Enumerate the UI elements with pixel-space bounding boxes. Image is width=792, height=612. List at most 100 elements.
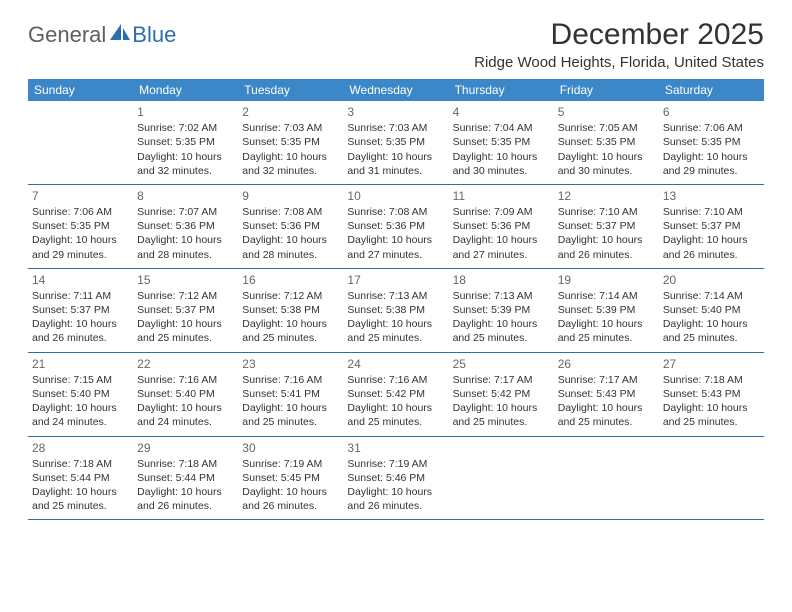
day-info-line: Sunrise: 7:18 AM <box>663 373 760 387</box>
day-cell: 13Sunrise: 7:10 AMSunset: 5:37 PMDayligh… <box>659 185 764 268</box>
week-row: 28Sunrise: 7:18 AMSunset: 5:44 PMDayligh… <box>28 437 764 521</box>
day-cell: 30Sunrise: 7:19 AMSunset: 5:45 PMDayligh… <box>238 437 343 520</box>
day-header-row: SundayMondayTuesdayWednesdayThursdayFrid… <box>28 79 764 101</box>
day-info-line: and 25 minutes. <box>242 415 339 429</box>
day-info-line: Daylight: 10 hours <box>453 401 550 415</box>
day-info-line: Daylight: 10 hours <box>242 233 339 247</box>
day-cell: 26Sunrise: 7:17 AMSunset: 5:43 PMDayligh… <box>554 353 659 436</box>
day-cell <box>449 437 554 520</box>
logo-text-general: General <box>28 22 106 48</box>
day-cell <box>554 437 659 520</box>
day-info-line: Daylight: 10 hours <box>137 150 234 164</box>
day-info-line: Daylight: 10 hours <box>242 485 339 499</box>
day-number: 6 <box>663 104 760 120</box>
day-info-line: Daylight: 10 hours <box>32 401 129 415</box>
day-info-line: and 30 minutes. <box>453 164 550 178</box>
day-info-line: Daylight: 10 hours <box>347 150 444 164</box>
day-cell: 5Sunrise: 7:05 AMSunset: 5:35 PMDaylight… <box>554 101 659 184</box>
day-info-line: Sunset: 5:42 PM <box>453 387 550 401</box>
day-cell <box>659 437 764 520</box>
day-info-line: and 26 minutes. <box>32 331 129 345</box>
day-info-line: and 26 minutes. <box>663 248 760 262</box>
day-number: 23 <box>242 356 339 372</box>
location-text: Ridge Wood Heights, Florida, United Stat… <box>474 54 764 71</box>
day-info-line: Daylight: 10 hours <box>242 401 339 415</box>
day-info-line: and 26 minutes. <box>242 499 339 513</box>
day-info-line: Daylight: 10 hours <box>32 485 129 499</box>
day-info-line: Sunrise: 7:06 AM <box>32 205 129 219</box>
day-info-line: Sunset: 5:36 PM <box>453 219 550 233</box>
day-cell: 14Sunrise: 7:11 AMSunset: 5:37 PMDayligh… <box>28 269 133 352</box>
day-cell: 15Sunrise: 7:12 AMSunset: 5:37 PMDayligh… <box>133 269 238 352</box>
day-info-line: Sunrise: 7:08 AM <box>242 205 339 219</box>
day-info-line: Sunrise: 7:18 AM <box>137 457 234 471</box>
day-cell: 10Sunrise: 7:08 AMSunset: 5:36 PMDayligh… <box>343 185 448 268</box>
day-info-line: Daylight: 10 hours <box>137 485 234 499</box>
day-info-line: and 26 minutes. <box>558 248 655 262</box>
day-info-line: and 25 minutes. <box>347 331 444 345</box>
logo: General Blue <box>28 18 176 48</box>
day-info-line: Sunrise: 7:18 AM <box>32 457 129 471</box>
day-number: 2 <box>242 104 339 120</box>
day-info-line: Sunset: 5:37 PM <box>32 303 129 317</box>
day-info-line: Sunrise: 7:10 AM <box>663 205 760 219</box>
day-info-line: and 30 minutes. <box>558 164 655 178</box>
day-cell: 24Sunrise: 7:16 AMSunset: 5:42 PMDayligh… <box>343 353 448 436</box>
day-info-line: Sunset: 5:44 PM <box>32 471 129 485</box>
day-cell: 25Sunrise: 7:17 AMSunset: 5:42 PMDayligh… <box>449 353 554 436</box>
calendar-grid: SundayMondayTuesdayWednesdayThursdayFrid… <box>28 79 764 520</box>
day-number: 10 <box>347 188 444 204</box>
day-number: 25 <box>453 356 550 372</box>
day-info-line: Sunset: 5:43 PM <box>663 387 760 401</box>
logo-sail-icon <box>110 24 130 47</box>
day-info-line: Daylight: 10 hours <box>663 233 760 247</box>
day-info-line: Sunset: 5:37 PM <box>558 219 655 233</box>
day-info-line: Sunset: 5:44 PM <box>137 471 234 485</box>
day-info-line: Sunset: 5:35 PM <box>347 135 444 149</box>
day-cell: 19Sunrise: 7:14 AMSunset: 5:39 PMDayligh… <box>554 269 659 352</box>
day-info-line: Sunset: 5:35 PM <box>558 135 655 149</box>
day-info-line: Sunrise: 7:16 AM <box>347 373 444 387</box>
day-info-line: Daylight: 10 hours <box>453 233 550 247</box>
day-info-line: Sunset: 5:36 PM <box>347 219 444 233</box>
day-info-line: Daylight: 10 hours <box>558 150 655 164</box>
day-number: 13 <box>663 188 760 204</box>
day-number: 11 <box>453 188 550 204</box>
day-info-line: Daylight: 10 hours <box>137 317 234 331</box>
day-info-line: Sunrise: 7:03 AM <box>242 121 339 135</box>
day-cell: 1Sunrise: 7:02 AMSunset: 5:35 PMDaylight… <box>133 101 238 184</box>
month-title: December 2025 <box>474 18 764 52</box>
day-info-line: Daylight: 10 hours <box>558 401 655 415</box>
day-cell <box>28 101 133 184</box>
day-header: Friday <box>554 79 659 101</box>
header: General Blue December 2025 Ridge Wood He… <box>28 18 764 71</box>
day-number: 29 <box>137 440 234 456</box>
day-info-line: and 25 minutes. <box>663 331 760 345</box>
day-number: 26 <box>558 356 655 372</box>
day-cell: 20Sunrise: 7:14 AMSunset: 5:40 PMDayligh… <box>659 269 764 352</box>
day-info-line: Daylight: 10 hours <box>347 485 444 499</box>
day-cell: 31Sunrise: 7:19 AMSunset: 5:46 PMDayligh… <box>343 437 448 520</box>
day-info-line: and 32 minutes. <box>242 164 339 178</box>
day-info-line: and 25 minutes. <box>137 331 234 345</box>
day-cell: 27Sunrise: 7:18 AMSunset: 5:43 PMDayligh… <box>659 353 764 436</box>
day-cell: 2Sunrise: 7:03 AMSunset: 5:35 PMDaylight… <box>238 101 343 184</box>
day-info-line: Sunset: 5:38 PM <box>347 303 444 317</box>
day-info-line: Sunrise: 7:09 AM <box>453 205 550 219</box>
day-number: 31 <box>347 440 444 456</box>
day-info-line: Sunset: 5:35 PM <box>137 135 234 149</box>
day-info-line: Sunset: 5:39 PM <box>558 303 655 317</box>
day-info-line: Sunset: 5:45 PM <box>242 471 339 485</box>
day-info-line: and 32 minutes. <box>137 164 234 178</box>
day-info-line: and 25 minutes. <box>558 415 655 429</box>
day-number: 18 <box>453 272 550 288</box>
day-info-line: Sunrise: 7:08 AM <box>347 205 444 219</box>
day-info-line: and 24 minutes. <box>137 415 234 429</box>
title-block: December 2025 Ridge Wood Heights, Florid… <box>474 18 764 71</box>
day-info-line: and 27 minutes. <box>453 248 550 262</box>
day-cell: 21Sunrise: 7:15 AMSunset: 5:40 PMDayligh… <box>28 353 133 436</box>
day-header: Sunday <box>28 79 133 101</box>
day-info-line: Sunset: 5:36 PM <box>137 219 234 233</box>
day-cell: 12Sunrise: 7:10 AMSunset: 5:37 PMDayligh… <box>554 185 659 268</box>
day-number: 21 <box>32 356 129 372</box>
